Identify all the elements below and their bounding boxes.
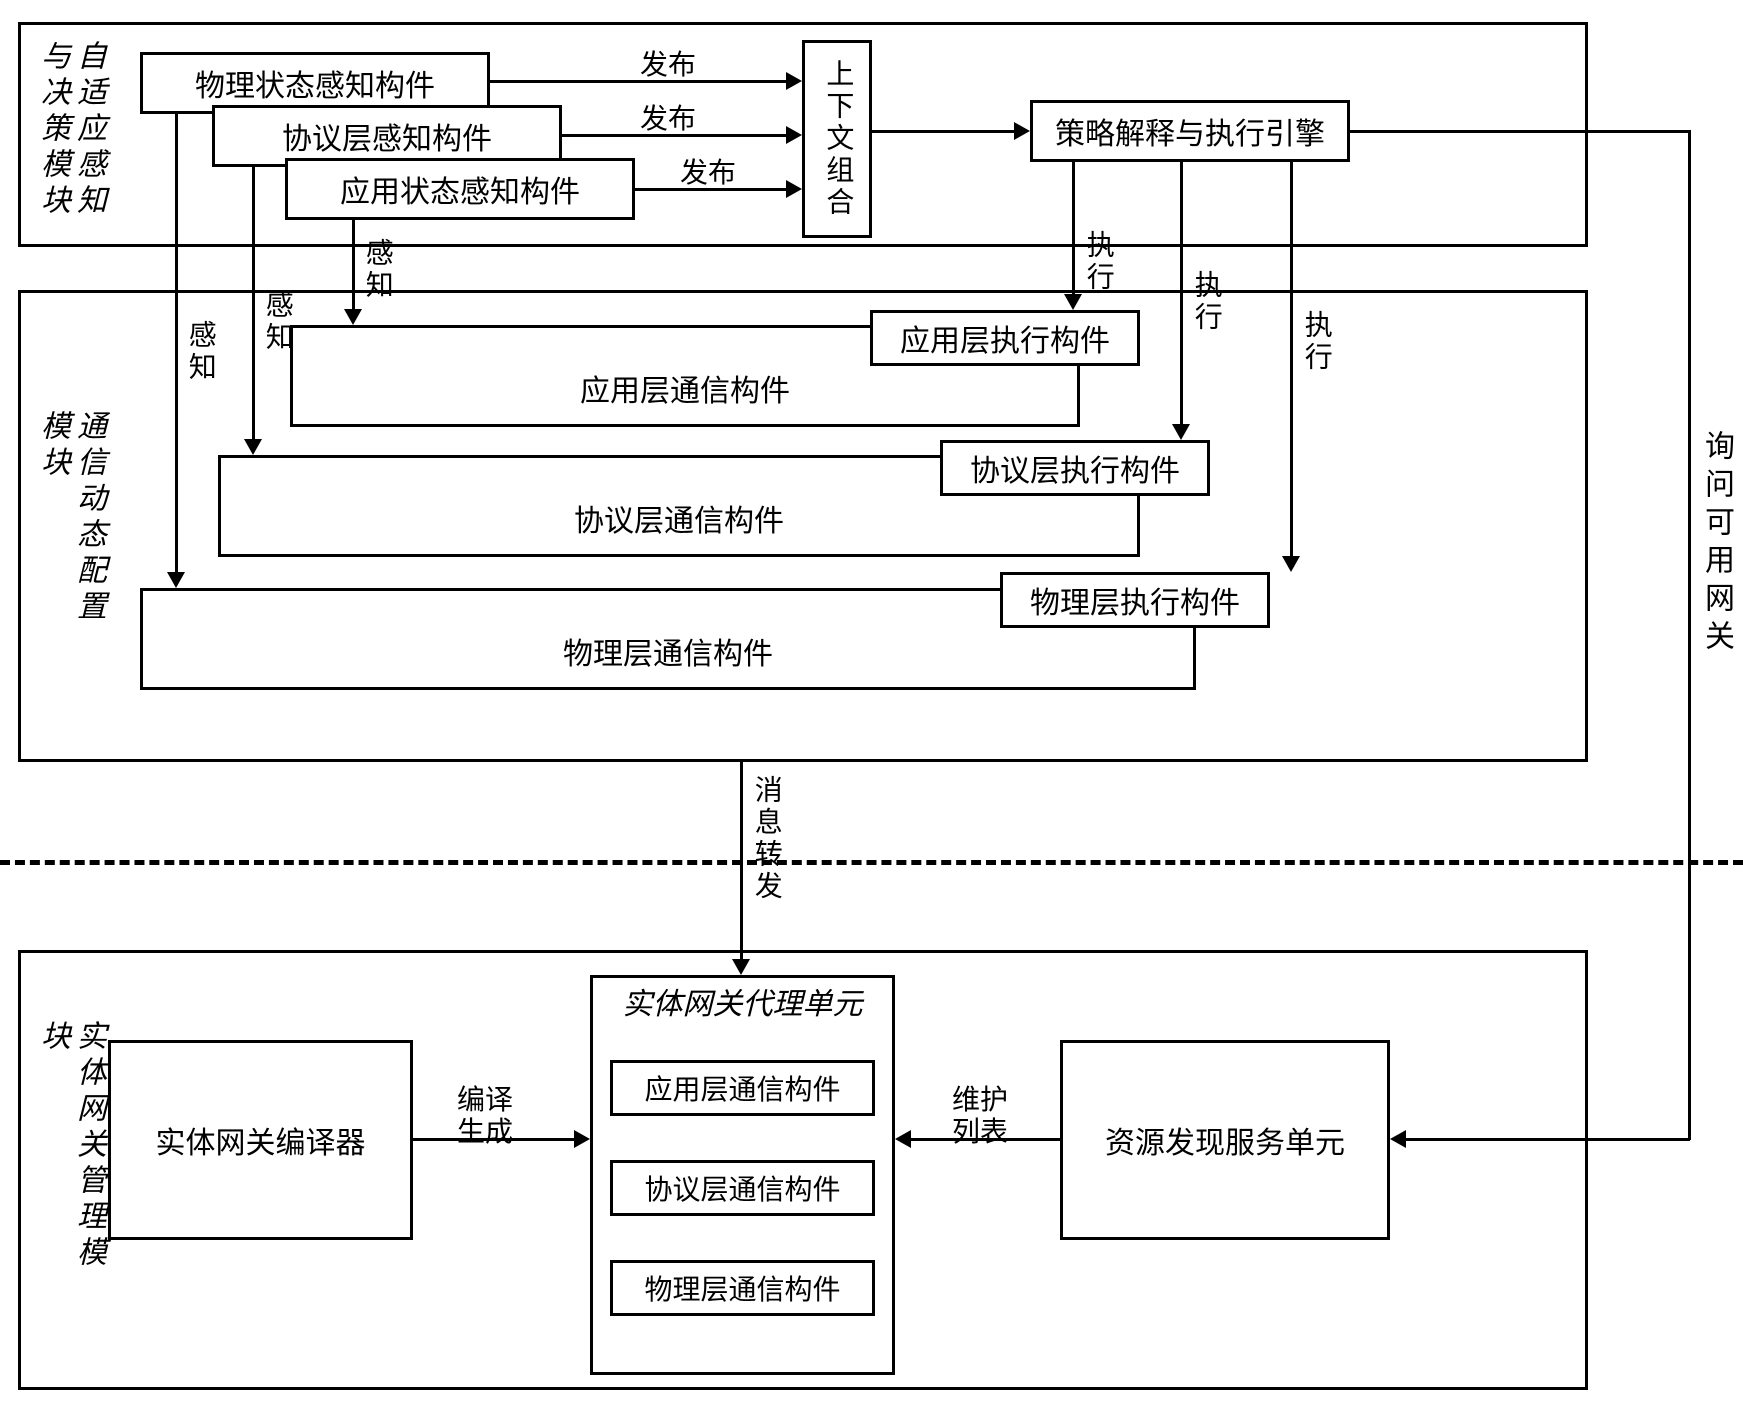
- phys-comm-label: 物理层通信构件: [563, 629, 773, 673]
- proxy-phys-label: 物理层通信构件: [644, 1268, 840, 1308]
- module-adaptive-label: 自适应感知与决策模块: [34, 40, 106, 240]
- proto-exec-label: 协议层执行构件: [970, 446, 1180, 490]
- policy-engine-label: 策略解释与执行引擎: [1055, 109, 1325, 153]
- arrow-publish-1-head: [786, 72, 802, 90]
- compiler: 实体网关编译器: [108, 1040, 413, 1240]
- arrow-msg-forward-head: [732, 959, 750, 975]
- phys-exec-label: 物理层执行构件: [1030, 578, 1240, 622]
- arrow-publish-3-label: 发布: [680, 158, 736, 190]
- arrow-publish-2-label: 发布: [640, 104, 696, 136]
- context-combine: 上下文组合: [802, 40, 872, 238]
- proto-comm-label: 协议层通信构件: [574, 496, 784, 540]
- app-exec: 应用层执行构件: [870, 310, 1140, 366]
- arrow-sense-proto-head: [244, 439, 262, 455]
- arrow-exec-app-label: 执行: [1082, 230, 1113, 294]
- arrow-sense-proto-label: 感知: [261, 290, 292, 354]
- arrow-query-head: [1390, 1130, 1406, 1148]
- arrow-exec-proto-label: 执行: [1190, 270, 1221, 334]
- arrow-exec-phys-label: 执行: [1300, 310, 1331, 374]
- app-comm-label: 应用层通信构件: [580, 366, 790, 410]
- arrow-exec-app: [1072, 162, 1075, 294]
- arrow-compile-gen-text: 编译生成: [457, 1085, 513, 1148]
- context-combine-label: 上下文组合: [822, 59, 853, 219]
- proxy-app: 应用层通信构件: [610, 1060, 875, 1116]
- proxy-proto: 协议层通信构件: [610, 1160, 875, 1216]
- arrow-query-right: [1688, 130, 1691, 1140]
- arrow-maintain-label: 维护列表: [940, 1085, 1020, 1149]
- arrow-sense-phys-label: 感知: [184, 320, 215, 384]
- proxy-app-label: 应用层通信构件: [644, 1068, 840, 1108]
- arrow-sense-app-head: [344, 309, 362, 325]
- proxy-title: 实体网关代理单元: [620, 988, 865, 1023]
- resource-discovery: 资源发现服务单元: [1060, 1040, 1390, 1240]
- proxy-phys: 物理层通信构件: [610, 1260, 875, 1316]
- proto-exec: 协议层执行构件: [940, 440, 1210, 496]
- compiler-label: 实体网关编译器: [156, 1118, 366, 1162]
- arrow-exec-proto-head: [1172, 424, 1190, 440]
- resource-discovery-label: 资源发现服务单元: [1105, 1118, 1345, 1162]
- arrow-publish-1-label: 发布: [640, 50, 696, 82]
- arrow-query-label: 询问可用网关: [1700, 430, 1733, 658]
- arrow-maintain-head: [895, 1130, 911, 1148]
- module-comm-config-label: 通信动态配置模块: [34, 410, 106, 650]
- module-gateway-mgmt-label: 实体网关管理模块: [34, 1020, 106, 1300]
- arrow-context-engine-head: [1014, 122, 1030, 140]
- sense-application: 应用状态感知构件: [285, 158, 635, 220]
- arrow-publish-1: [490, 80, 786, 83]
- arrow-query-top: [1350, 130, 1690, 133]
- arrow-publish-2-head: [786, 126, 802, 144]
- arrow-exec-proto: [1180, 162, 1183, 424]
- arrow-msg-forward-label: 消息转发: [750, 775, 781, 903]
- arrow-exec-phys: [1290, 162, 1293, 556]
- app-exec-label: 应用层执行构件: [900, 316, 1110, 360]
- arrow-publish-3-head: [786, 180, 802, 198]
- arrow-sense-proto: [252, 167, 255, 439]
- arrow-exec-phys-head: [1282, 556, 1300, 572]
- sense-application-label: 应用状态感知构件: [340, 167, 580, 211]
- policy-engine: 策略解释与执行引擎: [1030, 100, 1350, 162]
- arrow-sense-phys: [175, 114, 178, 572]
- arrow-exec-app-head: [1064, 294, 1082, 310]
- arrow-msg-forward: [740, 762, 743, 959]
- separator-dash: [0, 860, 1743, 865]
- arrow-context-engine: [872, 130, 1014, 133]
- arrow-compile-gen-label: 编译生成: [445, 1085, 525, 1149]
- sense-physical-label: 物理状态感知构件: [195, 61, 435, 105]
- arrow-compile-gen-head: [574, 1130, 590, 1148]
- arrow-sense-phys-head: [167, 572, 185, 588]
- arrow-query-bottom: [1406, 1138, 1690, 1141]
- arrow-maintain-text: 维护列表: [952, 1085, 1008, 1148]
- proxy-title-text: 实体网关代理单元: [623, 988, 863, 1021]
- sense-protocol-label: 协议层感知构件: [282, 114, 492, 158]
- arrow-sense-app-label: 感知: [361, 238, 392, 302]
- arrow-sense-app: [352, 220, 355, 309]
- proxy-proto-label: 协议层通信构件: [644, 1168, 840, 1208]
- phys-exec: 物理层执行构件: [1000, 572, 1270, 628]
